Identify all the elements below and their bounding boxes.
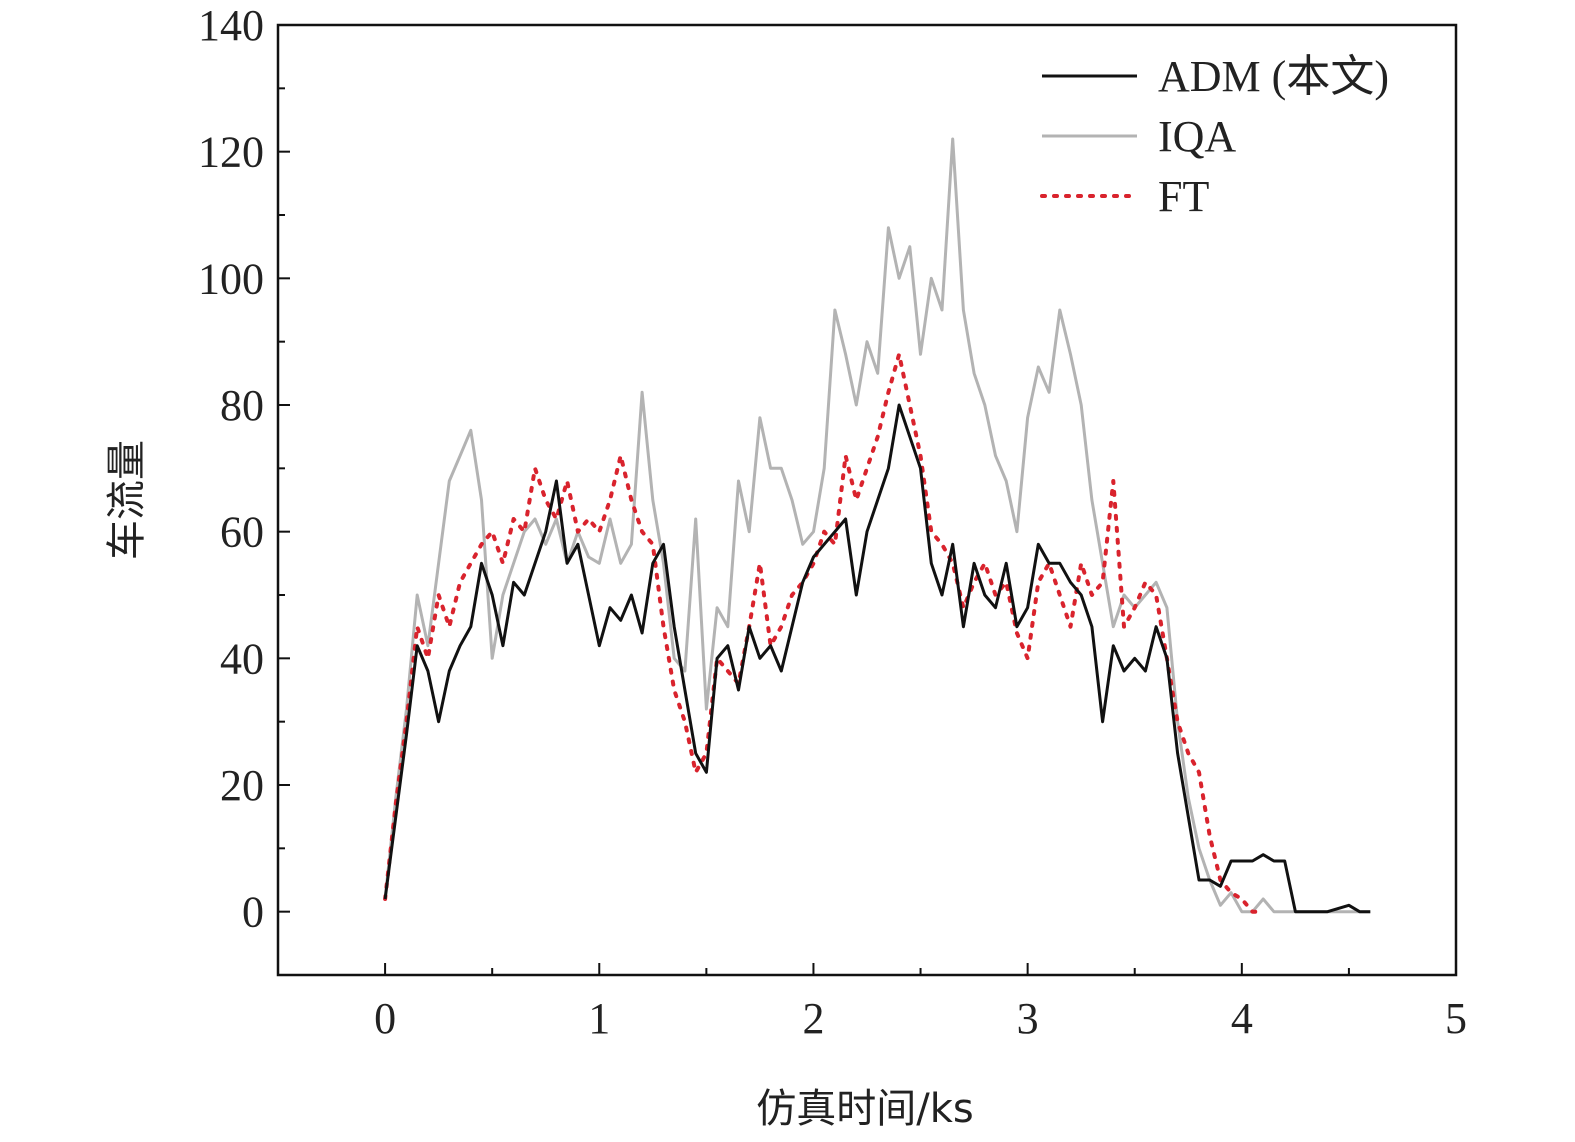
x-tick-label: 3 <box>1017 994 1039 1043</box>
x-tick-label: 4 <box>1231 994 1253 1043</box>
y-axis-title: 车流量 <box>104 440 150 560</box>
x-tick-label: 5 <box>1445 994 1467 1043</box>
y-tick-label: 80 <box>220 381 264 430</box>
x-axis-ticks: 0 1 2 3 4 5 <box>374 963 1467 1043</box>
x-tick-label: 1 <box>588 994 610 1043</box>
x-tick-label: 0 <box>374 994 396 1043</box>
legend-label: IQA <box>1158 112 1236 161</box>
series-line-iqa <box>383 137 1371 914</box>
legend: ADM (本文) IQA FT <box>1040 52 1389 221</box>
y-tick-label: 0 <box>242 888 264 937</box>
series-line-adm <box>383 403 1371 914</box>
y-tick-label: 20 <box>220 761 264 810</box>
legend-label: ADM (本文) <box>1158 52 1389 101</box>
y-tick-label: 60 <box>220 508 264 557</box>
y-tick-label: 40 <box>220 634 264 683</box>
y-tick-label: 140 <box>198 1 264 50</box>
y-axis-ticks: 0 20 40 60 80 100 120 140 <box>198 1 290 976</box>
x-tick-label: 2 <box>802 994 824 1043</box>
y-tick-label: 120 <box>198 128 264 177</box>
series-layer <box>383 137 1371 914</box>
legend-label: FT <box>1158 172 1209 221</box>
x-axis-title: 仿真时间/ks <box>756 1086 973 1132</box>
series-line-ft <box>383 352 1266 914</box>
plot-frame <box>276 23 1458 977</box>
y-tick-label: 100 <box>198 254 264 303</box>
